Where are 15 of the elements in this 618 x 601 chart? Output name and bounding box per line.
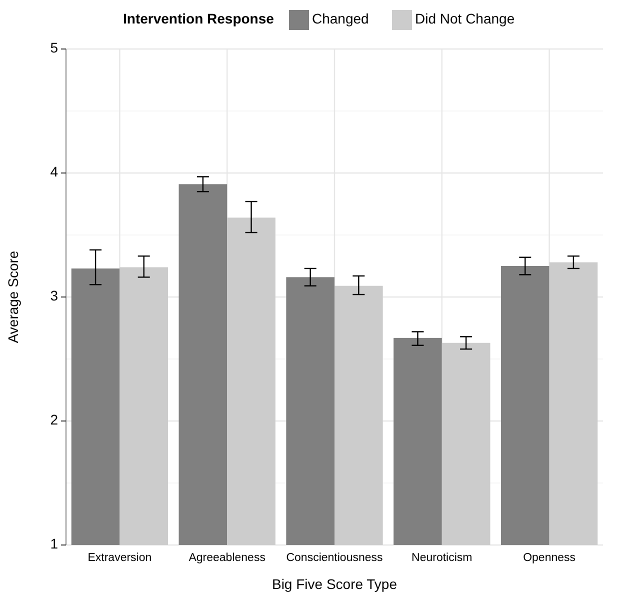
x-tick-label: Extraversion: [88, 552, 152, 564]
y-tick-label: 1: [50, 536, 58, 552]
legend-title: Intervention Response: [123, 10, 274, 27]
y-tick-label: 5: [50, 40, 58, 56]
y-tick-label: 2: [50, 412, 58, 428]
x-tick-label: Neuroticism: [412, 552, 472, 564]
legend-label: Did Not Change: [415, 10, 515, 27]
y-tick-label: 3: [50, 288, 58, 304]
x-tick-label: Conscientiousness: [286, 552, 384, 564]
x-axis-title: Big Five Score Type: [272, 576, 398, 592]
x-tick-label: Openness: [523, 552, 576, 564]
legend-label: Changed: [312, 10, 369, 27]
x-tick-label: Agreeableness: [188, 552, 266, 564]
y-tick-label: 4: [50, 164, 58, 180]
y-axis-title: Average Score: [5, 250, 21, 344]
